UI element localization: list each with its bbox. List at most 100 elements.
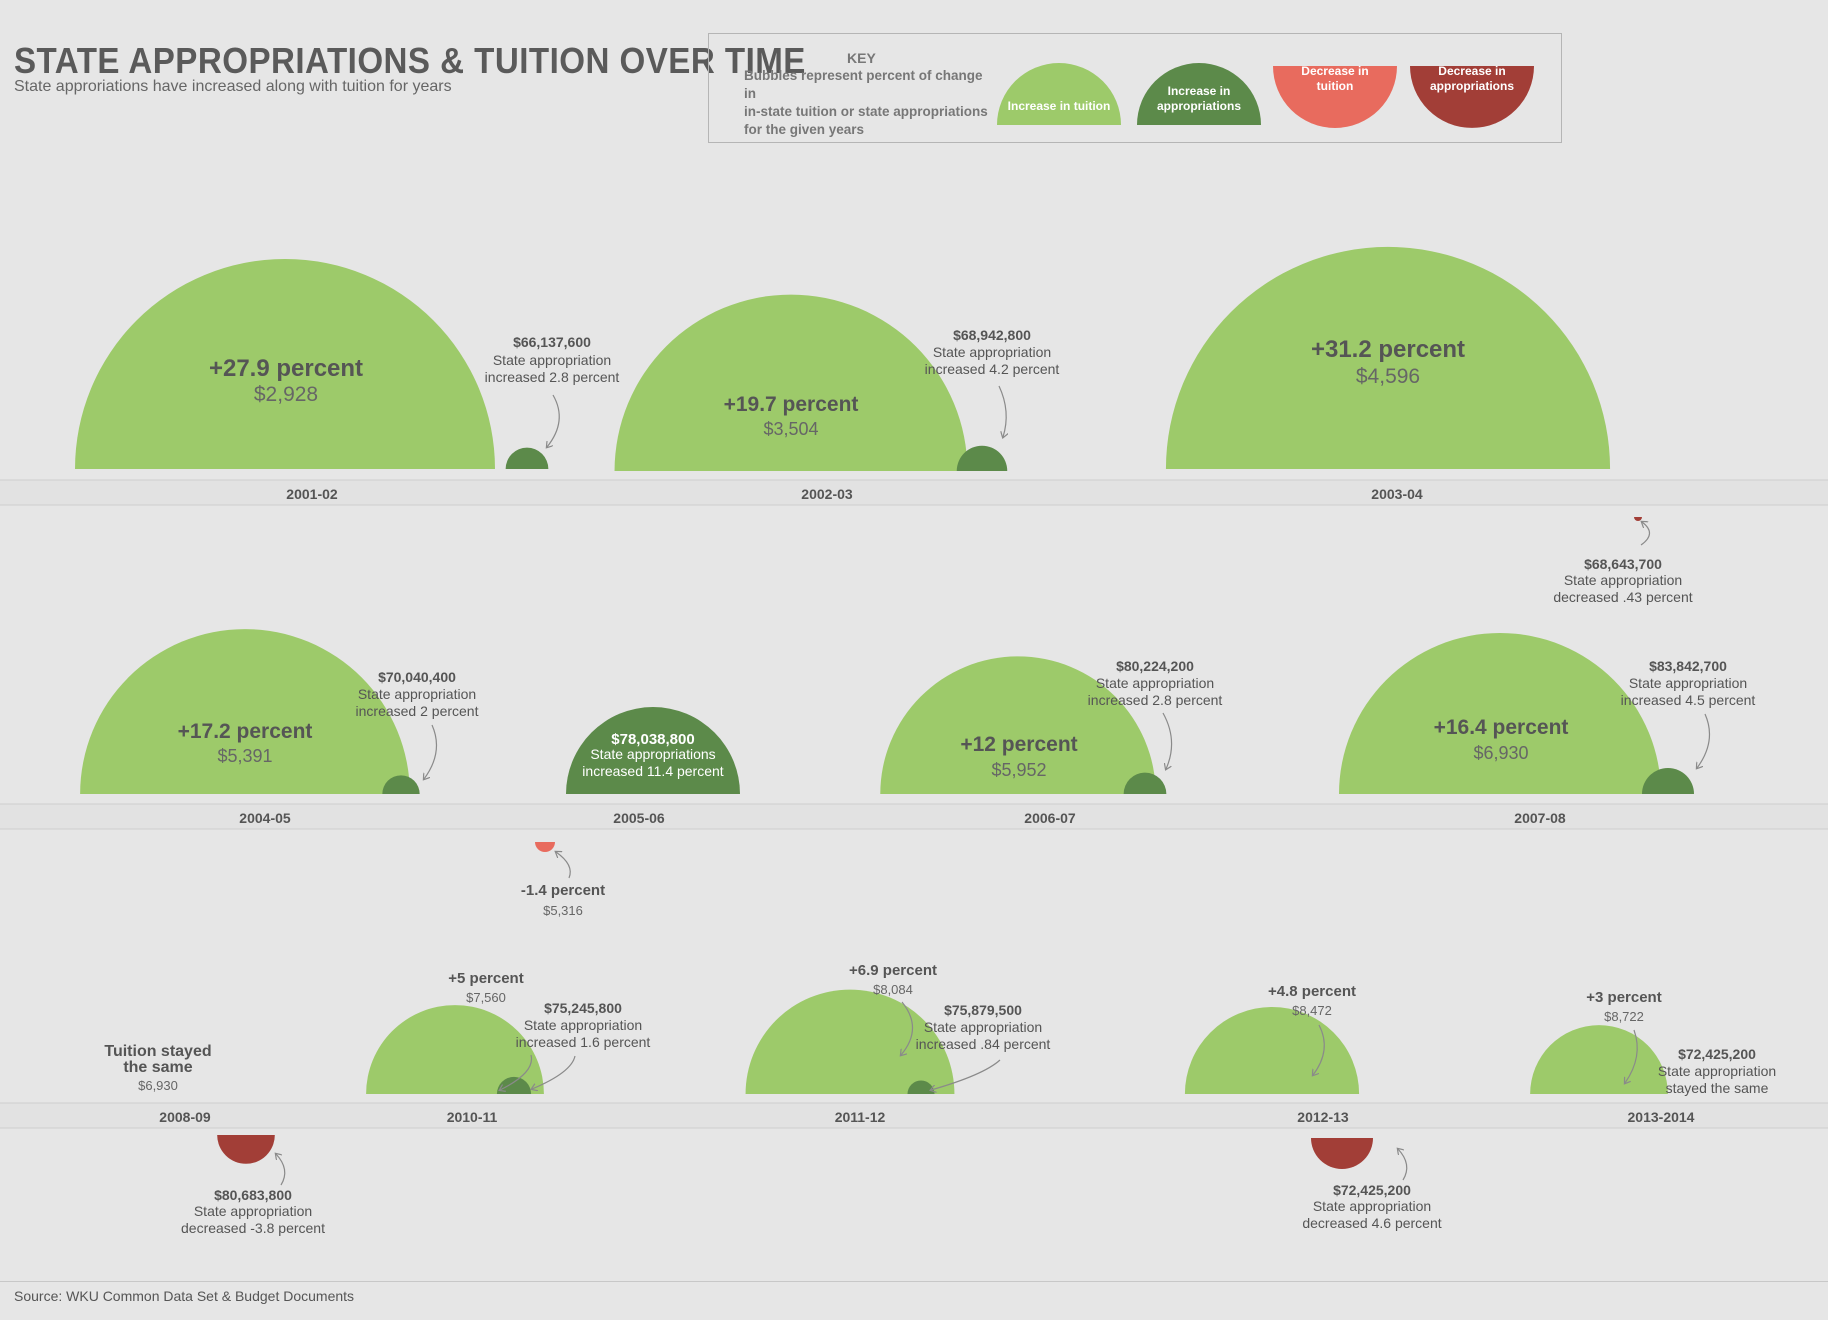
appropriation-amount-label: $78,038,800 — [611, 731, 694, 748]
source-note: Source: WKU Common Data Set & Budget Doc… — [14, 1288, 355, 1304]
tuition-percent-label: +3 percent — [1586, 989, 1661, 1006]
appropriation-note-label: State appropriation — [933, 344, 1051, 360]
year-label: 2013-2014 — [1628, 1109, 1695, 1125]
tuition-percent-label: +27.9 percent — [209, 355, 363, 382]
appropriation-bubble — [956, 445, 1008, 471]
callout-arrow — [547, 394, 560, 447]
appropriation-note-label: State appropriation — [924, 1019, 1042, 1035]
appropriation-bubble — [382, 775, 420, 794]
appropriation-note-label: State appropriation — [1658, 1063, 1776, 1079]
appropriation-amount-label: $72,425,200 — [1678, 1046, 1756, 1062]
appropriation-bubble — [1642, 768, 1694, 794]
year-label: 2003-04 — [1371, 486, 1423, 502]
appropriation-note-label: State appropriation — [1629, 675, 1747, 691]
legend-description-line: for the given years — [744, 122, 865, 137]
appropriation-note-label: decreased -3.8 percent — [181, 1220, 325, 1236]
appropriation-note-label: decreased 4.6 percent — [1302, 1215, 1441, 1231]
appropriation-note-label: decreased .43 percent — [1553, 589, 1692, 605]
tuition-percent-label: +31.2 percent — [1311, 336, 1465, 363]
appropriation-amount-label: $75,245,800 — [544, 1000, 622, 1016]
appropriation-bubble — [505, 447, 549, 469]
callout-arrow — [424, 724, 438, 779]
bubble-layer — [75, 246, 1694, 1169]
tuition-note-label: the same — [123, 1059, 192, 1076]
appropriation-note-label: increased 4.5 percent — [1621, 692, 1756, 708]
callout-arrow — [998, 385, 1006, 437]
legend-swatch — [997, 63, 1121, 125]
appropriation-note-label: increased 2.8 percent — [485, 369, 620, 385]
appropriation-amount-label: $70,040,400 — [378, 669, 456, 685]
callout-arrow — [1398, 1149, 1408, 1181]
callout-arrow — [1697, 713, 1711, 768]
appropriation-bubble — [217, 1135, 275, 1164]
legend-label: Decrease in — [1301, 64, 1368, 78]
tuition-amount-label: $8,472 — [1292, 1003, 1332, 1018]
callout-arrow — [1625, 1029, 1638, 1083]
callout-arrow — [1313, 1024, 1325, 1075]
legend-description: Bubbles represent percent of change in i… — [744, 67, 989, 139]
legend-label: Increase in tuition — [1008, 99, 1111, 113]
appropriation-amount-label: $68,942,800 — [953, 327, 1031, 343]
tuition-amount-label: $8,084 — [873, 982, 913, 997]
callout-arrow — [532, 1055, 576, 1089]
appropriation-note-label: State appropriation — [493, 352, 611, 368]
appropriation-note-label: increased 2.8 percent — [1088, 692, 1223, 708]
tuition-percent-label: +17.2 percent — [178, 720, 313, 743]
tuition-bubble — [745, 989, 955, 1094]
tuition-amount-label: $5,391 — [217, 746, 272, 766]
year-label: 2007-08 — [1514, 810, 1566, 826]
label-layer: 2001-02 +27.9 percent$2,928 $66,137,600 Sta… — [104, 327, 1776, 1236]
year-label: 2012-13 — [1297, 1109, 1349, 1125]
tuition-amount-label: $6,930 — [138, 1078, 178, 1093]
appropriation-note-label: State appropriation — [1564, 572, 1682, 588]
legend-label: Decrease in — [1438, 64, 1505, 78]
year-label: 2006-07 — [1024, 810, 1076, 826]
year-label: 2002-03 — [801, 486, 853, 502]
callout-arrow — [1641, 522, 1651, 546]
callout-arrow — [500, 1054, 533, 1090]
appropriation-bubble — [1634, 517, 1642, 521]
appropriation-note-label: stayed the same — [1666, 1080, 1769, 1096]
appropriation-note-label: State appropriation — [1313, 1198, 1431, 1214]
legend-label: Increase in — [1168, 84, 1231, 98]
tuition-amount-label: $2,928 — [254, 383, 318, 406]
appropriation-bubble — [907, 1080, 935, 1094]
appropriation-note-label: State appropriation — [194, 1203, 312, 1219]
appropriation-amount-label: $80,683,800 — [214, 1187, 292, 1203]
tuition-amount-label: $4,596 — [1356, 365, 1420, 388]
callout-arrow — [1162, 712, 1173, 769]
appropriation-note-label: State appropriations — [590, 746, 715, 762]
appropriation-note-label: State appropriation — [358, 686, 476, 702]
appropriation-bubble — [566, 707, 740, 794]
tuition-amount-label: $7,560 — [466, 990, 506, 1005]
timeline-band — [0, 804, 1828, 829]
tuition-amount-label: $6,930 — [1473, 743, 1528, 763]
appropriation-note-label: increased 1.6 percent — [516, 1034, 651, 1050]
legend-box: KEY Bubbles represent percent of change … — [708, 33, 1562, 143]
tuition-bubble — [366, 1005, 544, 1094]
tuition-percent-label: +6.9 percent — [849, 962, 937, 979]
appropriation-amount-label: $66,137,600 — [513, 334, 591, 350]
appropriation-amount-label: $80,224,200 — [1116, 658, 1194, 674]
tuition-bubble — [1165, 246, 1611, 469]
appropriation-note-label: State appropriation — [1096, 675, 1214, 691]
callout-arrow — [901, 1001, 914, 1055]
appropriation-note-label: increased 11.4 percent — [582, 763, 723, 779]
page-title: STATE APPROPRIATIONS & TUITION OVER TIME — [14, 40, 806, 81]
tuition-bubble — [535, 842, 555, 852]
timeline-bands — [0, 479, 1828, 1129]
tuition-percent-label: +19.7 percent — [724, 393, 859, 416]
callout-arrow — [276, 1154, 286, 1186]
appropriation-note-label: increased 2 percent — [356, 703, 479, 719]
timeline-band — [0, 480, 1828, 505]
year-label: 2010-11 — [447, 1109, 498, 1125]
page-subtitle: State approriations have increased along… — [14, 78, 452, 95]
legend-swatch — [1273, 66, 1397, 128]
tuition-amount-label: $5,952 — [991, 760, 1046, 780]
year-label: 2008-09 — [159, 1109, 211, 1125]
legend-label: tuition — [1317, 79, 1354, 93]
year-label: 2004-05 — [239, 810, 291, 826]
tuition-percent-label: +12 percent — [960, 733, 1077, 756]
